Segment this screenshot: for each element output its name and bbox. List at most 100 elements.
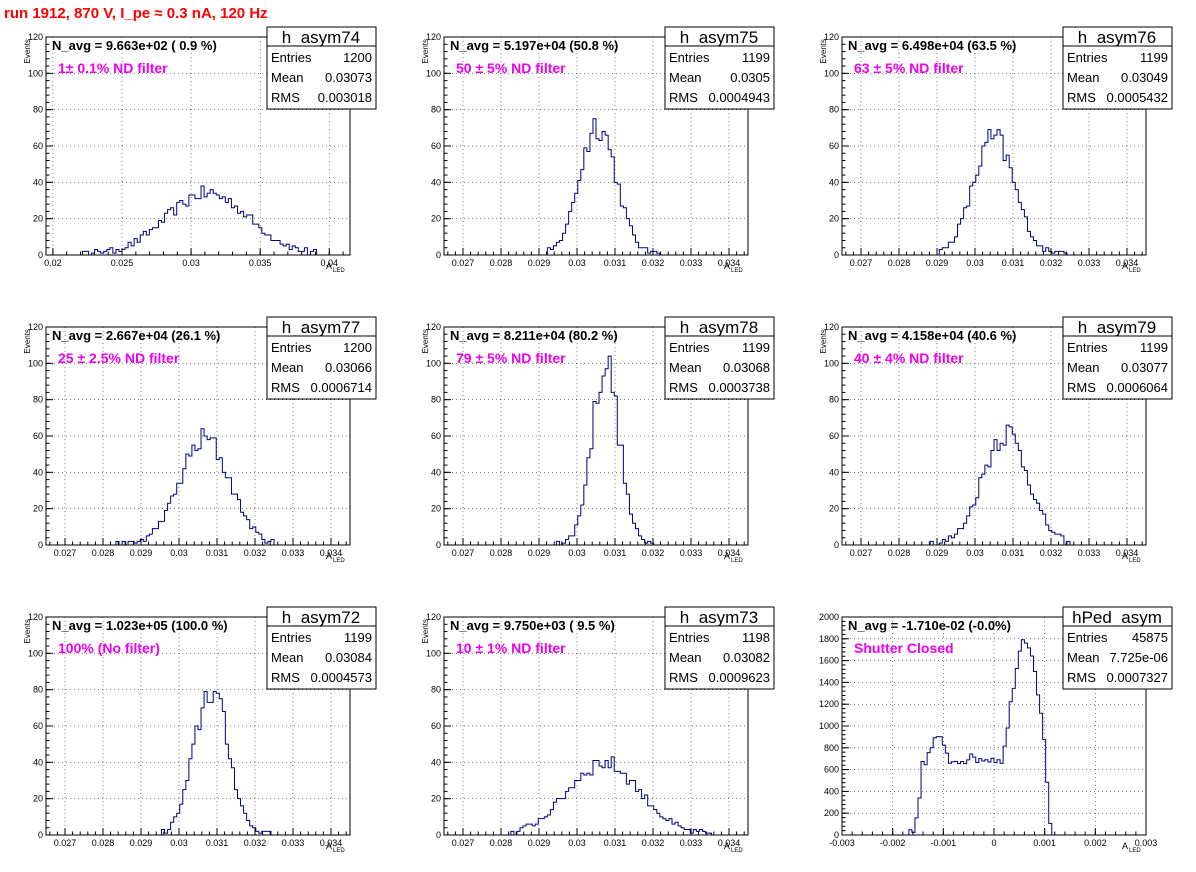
stats-rms-label: RMS: [271, 670, 300, 685]
stats-rms-value: 0.0007327: [1107, 670, 1168, 685]
stats-title: h_asym79: [1078, 318, 1156, 337]
stats-title: h_asym72: [282, 608, 360, 627]
x-axis-label-sub: LED: [333, 268, 345, 274]
stats-title: h_asym76: [1078, 28, 1156, 47]
y-tick-label: 400: [824, 786, 839, 796]
stats-mean-value: 0.0305: [730, 70, 770, 85]
y-tick-label: 120: [28, 612, 43, 622]
stats-entries-value: 45875: [1132, 630, 1168, 645]
stats-box: [1062, 26, 1173, 110]
x-tick-label: 0.027: [452, 548, 475, 558]
x-tick-label: 0.028: [888, 548, 911, 558]
stats-mean-label: Mean: [1067, 360, 1100, 375]
y-tick-label: 120: [426, 612, 441, 622]
y-tick-label: 60: [33, 721, 43, 731]
stats-mean-value: 0.03077: [1121, 360, 1168, 375]
y-tick-label: 100: [824, 358, 839, 368]
stats-box: [266, 26, 377, 110]
stats-title: h_asym77: [282, 318, 360, 337]
y-tick-label: 0: [436, 830, 441, 840]
y-axis-label: Events: [421, 619, 430, 643]
x-tick-label: 0.032: [244, 548, 267, 558]
stats-entries-value: 1199: [1140, 340, 1168, 355]
y-tick-label: 0: [834, 540, 839, 550]
y-axis-label: Events: [819, 39, 828, 63]
histogram-panel: 0.027 0.028 0.029 0.03 0.031 0.032 0.033 0.034 0…: [421, 606, 775, 854]
x-tick-label: 0.029: [926, 258, 949, 268]
x-axis-label-sub: LED: [333, 558, 345, 564]
stats-box: [664, 316, 775, 400]
y-tick-label: 1600: [819, 656, 839, 666]
y-tick-label: 40: [33, 177, 43, 187]
x-tick-label: 0.034: [1116, 548, 1139, 558]
x-tick-label: 0.025: [111, 258, 134, 268]
x-tick-label: 0.03: [966, 548, 984, 558]
x-tick-label: 0.033: [1078, 548, 1101, 558]
y-axis-label: Events: [23, 329, 32, 353]
stats-mean-label: Mean: [669, 650, 702, 665]
stats-entries-label: Entries: [1067, 50, 1108, 65]
x-tick-label: 0.032: [642, 838, 665, 848]
stats-mean-label: Mean: [1067, 70, 1100, 85]
y-tick-label: 20: [829, 504, 839, 514]
x-tick-label: 0.028: [92, 548, 115, 558]
x-tick-label: 0.027: [54, 548, 77, 558]
y-tick-label: 20: [33, 214, 43, 224]
y-tick-label: 80: [33, 395, 43, 405]
filter-label: 63 ± 5% ND filter: [854, 60, 964, 76]
x-axis-label: A: [1122, 551, 1128, 561]
x-axis-label: A: [1122, 841, 1128, 851]
x-tick-label: 0.034: [718, 838, 741, 848]
n-avg-text: N_avg = 2.667e+04 (26.1 %): [52, 328, 220, 343]
x-tick-label: 0.032: [642, 548, 665, 558]
y-tick-label: 60: [829, 141, 839, 151]
n-avg-text: N_avg = 6.498e+04 (63.5 %): [848, 38, 1016, 53]
histogram-panel: 0.027 0.028 0.029 0.03 0.031 0.032 0.033 0.034 0…: [421, 26, 775, 274]
x-tick-label: -0.003: [829, 838, 855, 848]
stats-rms-label: RMS: [1067, 90, 1096, 105]
stats-entries-value: 1200: [343, 340, 372, 355]
y-tick-label: 80: [33, 105, 43, 115]
stats-mean-label: Mean: [271, 650, 304, 665]
x-axis-label: A: [724, 261, 730, 271]
y-tick-label: 60: [431, 721, 441, 731]
y-axis-label: Events: [421, 329, 430, 353]
x-tick-label: 0.031: [604, 258, 627, 268]
x-tick-label: 0.027: [452, 258, 475, 268]
y-tick-label: 120: [824, 322, 839, 332]
x-tick-label: 0.03: [182, 258, 200, 268]
stats-rms-label: RMS: [1067, 380, 1096, 395]
stats-entries-value: 1199: [742, 50, 770, 65]
y-tick-label: 80: [829, 105, 839, 115]
stats-rms-value: 0.0003738: [709, 380, 770, 395]
n-avg-text: N_avg = 1.023e+05 (100.0 %): [52, 618, 228, 633]
x-axis-label: A: [1122, 261, 1128, 271]
y-tick-label: 100: [824, 68, 839, 78]
x-tick-label: 0.027: [54, 838, 77, 848]
x-axis-label-sub: LED: [333, 848, 345, 854]
x-axis-label-sub: LED: [731, 848, 743, 854]
stats-rms-label: RMS: [271, 380, 300, 395]
y-tick-label: 40: [431, 177, 441, 187]
y-tick-label: 120: [426, 32, 441, 42]
y-tick-label: 80: [33, 685, 43, 695]
x-tick-label: 0.03: [568, 838, 586, 848]
y-tick-label: 0: [38, 830, 43, 840]
stats-rms-value: 0.0004573: [311, 670, 372, 685]
x-tick-label: 0.033: [282, 548, 305, 558]
filter-label: Shutter Closed: [854, 640, 954, 656]
y-tick-label: 60: [431, 141, 441, 151]
y-tick-label: 20: [33, 504, 43, 514]
x-tick-label: 0.034: [718, 258, 741, 268]
histogram-line: [842, 129, 1146, 256]
y-axis-label: Events: [819, 329, 828, 353]
stats-title: h_asym75: [680, 28, 758, 47]
y-tick-label: 20: [431, 504, 441, 514]
x-tick-label: 0.029: [926, 548, 949, 558]
x-tick-label: 0.031: [1002, 258, 1025, 268]
x-tick-label: 0.034: [1116, 258, 1139, 268]
y-tick-label: 80: [431, 105, 441, 115]
stats-mean-value: 0.03082: [723, 650, 770, 665]
stats-rms-value: 0.0009623: [709, 670, 770, 685]
x-axis-label-sub: LED: [731, 268, 743, 274]
